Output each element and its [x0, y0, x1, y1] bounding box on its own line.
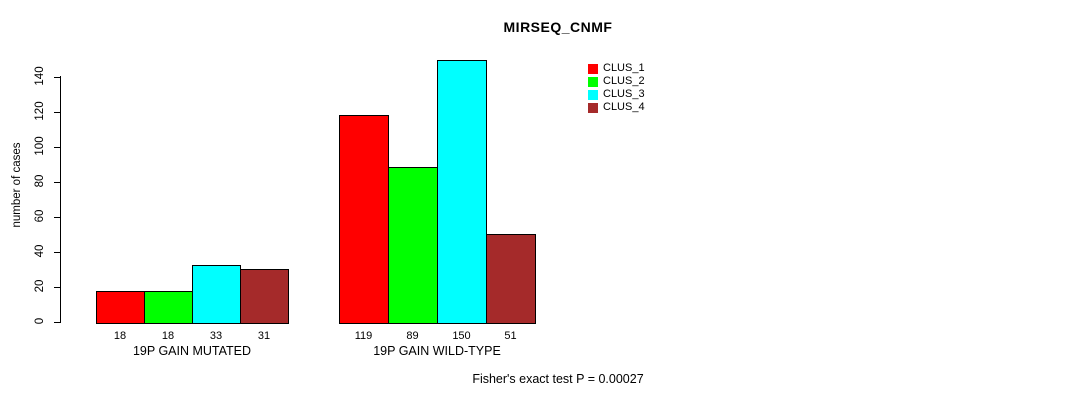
annotation-text: Fisher's exact test P = 0.00027 — [472, 372, 644, 386]
bar-clus_1-group2 — [339, 115, 389, 324]
y-axis-line — [60, 76, 61, 323]
y-axis-label: number of cases — [11, 142, 23, 228]
legend-item: CLUS_3 — [588, 88, 645, 101]
legend-item: CLUS_4 — [588, 101, 645, 114]
y-tick-mark — [54, 217, 60, 218]
bar-value-label: 51 — [504, 330, 517, 342]
bar-clus_2-group2 — [388, 167, 438, 324]
y-tick-mark — [54, 182, 60, 183]
bar-clus_3-group2 — [437, 60, 487, 324]
bar-clus_1-group1 — [96, 291, 145, 324]
legend-label: CLUS_2 — [603, 75, 645, 87]
y-tick-mark — [54, 147, 60, 148]
legend-swatch — [588, 89, 598, 100]
bar-value-label: 89 — [406, 330, 419, 342]
y-tick-label: 140 — [34, 66, 46, 86]
bar-value-label: 150 — [452, 330, 471, 342]
x-category-label-2: 19P GAIN WILD-TYPE — [373, 344, 501, 358]
y-tick-mark — [54, 77, 60, 78]
bar-value-label: 18 — [113, 330, 127, 342]
bar-clus_4-group1 — [240, 269, 289, 324]
legend-swatch — [588, 102, 598, 113]
bar-value-label: 33 — [209, 330, 223, 342]
y-tick-mark — [54, 287, 60, 288]
legend-item: CLUS_2 — [588, 75, 645, 88]
bar-value-label: 18 — [161, 330, 175, 342]
legend-swatch — [588, 63, 598, 74]
legend-label: CLUS_1 — [603, 62, 645, 74]
x-category-label-1: 19P GAIN MUTATED — [132, 344, 252, 358]
bar-value-label: 119 — [354, 330, 373, 342]
y-tick-mark — [54, 322, 60, 323]
chart-title: MIRSEQ_CNMF — [503, 19, 613, 35]
legend-label: CLUS_4 — [603, 101, 645, 113]
legend-item: CLUS_1 — [588, 62, 645, 75]
legend: CLUS_1 CLUS_2 CLUS_3 CLUS_4 — [588, 62, 645, 114]
legend-label: CLUS_3 — [603, 88, 645, 100]
legend-swatch — [588, 76, 598, 87]
y-tick-mark — [54, 112, 60, 113]
bar-clus_4-group2 — [486, 234, 536, 324]
bar-clus_3-group1 — [192, 265, 241, 324]
bar-value-label: 31 — [257, 330, 271, 342]
y-tick-mark — [54, 252, 60, 253]
bar-clus_2-group1 — [144, 291, 193, 324]
